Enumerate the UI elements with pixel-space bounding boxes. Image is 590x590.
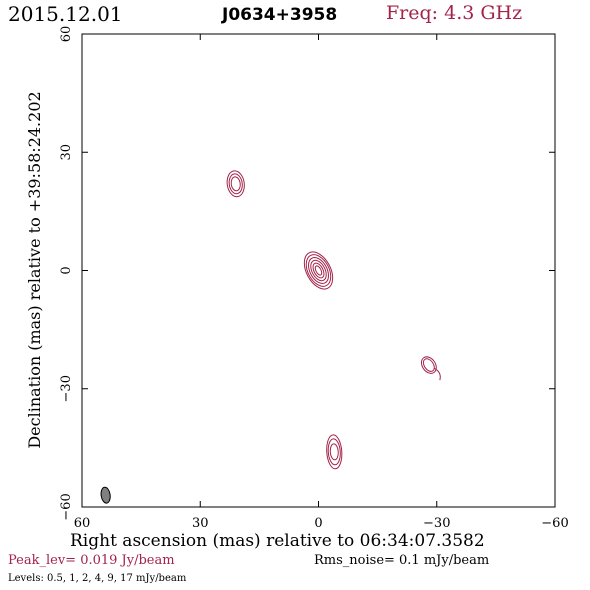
- rms-noise: Rms_noise= 0.1 mJy/beam: [314, 553, 490, 568]
- x-tick-label: 0: [314, 516, 322, 531]
- beam-ellipse: [100, 486, 111, 504]
- x-tick-label: 30: [192, 516, 209, 531]
- contour-component-2-level-2: [312, 262, 325, 279]
- y-tick-label: 60: [59, 26, 74, 43]
- axis-tick-labels: 60 30 0 −30 −60 −60 −30 0 30 60: [59, 26, 569, 531]
- contour-lines: [226, 170, 441, 470]
- y-tick-label: 30: [59, 144, 74, 161]
- contour-component-2-level-1: [314, 265, 323, 276]
- source-name: J0634+3958: [222, 5, 338, 25]
- contour-component-3-level-2: [420, 356, 437, 374]
- contour-component-3-level-1: [422, 358, 435, 372]
- y-tick-label: −60: [59, 493, 74, 520]
- y-tick-label: 0: [59, 266, 74, 274]
- beam-shape: [100, 486, 111, 504]
- contour-component-4-level-2: [327, 438, 341, 466]
- contour-component-4-level-3: [326, 434, 343, 470]
- contour-component-2-level-6: [303, 251, 334, 290]
- x-tick-label: −30: [423, 516, 450, 531]
- contour-component-2-level-3: [310, 259, 327, 282]
- y-axis-label: Declination (mas) relative to +39:58:24.…: [25, 91, 44, 448]
- observation-date: 2015.12.01: [8, 2, 123, 26]
- contour-levels: Levels: 0.5, 1, 2, 4, 9, 17 mJy/beam: [8, 573, 187, 584]
- frequency-label: Freq: 4.3 GHz: [386, 2, 523, 24]
- contour-component-1-level-3: [226, 170, 245, 198]
- x-tick-label: 60: [74, 516, 91, 531]
- plot-frame: [81, 33, 556, 508]
- peak-level: Peak_lev= 0.019 Jy/beam: [8, 553, 175, 568]
- contour-component-2-level-5: [305, 254, 332, 287]
- axis-ticks: [81, 33, 556, 508]
- x-axis-label: Right ascension (mas) relative to 06:34:…: [70, 531, 485, 551]
- contour-component-1-level-2: [228, 173, 243, 195]
- contour-component-1-level-1: [230, 176, 241, 192]
- contour-component-4-level-1: [329, 443, 339, 461]
- x-tick-label: −60: [541, 516, 568, 531]
- contour-component-2-level-4: [308, 257, 329, 284]
- contour-component-3-tail: [433, 367, 441, 381]
- y-tick-label: −30: [59, 375, 74, 402]
